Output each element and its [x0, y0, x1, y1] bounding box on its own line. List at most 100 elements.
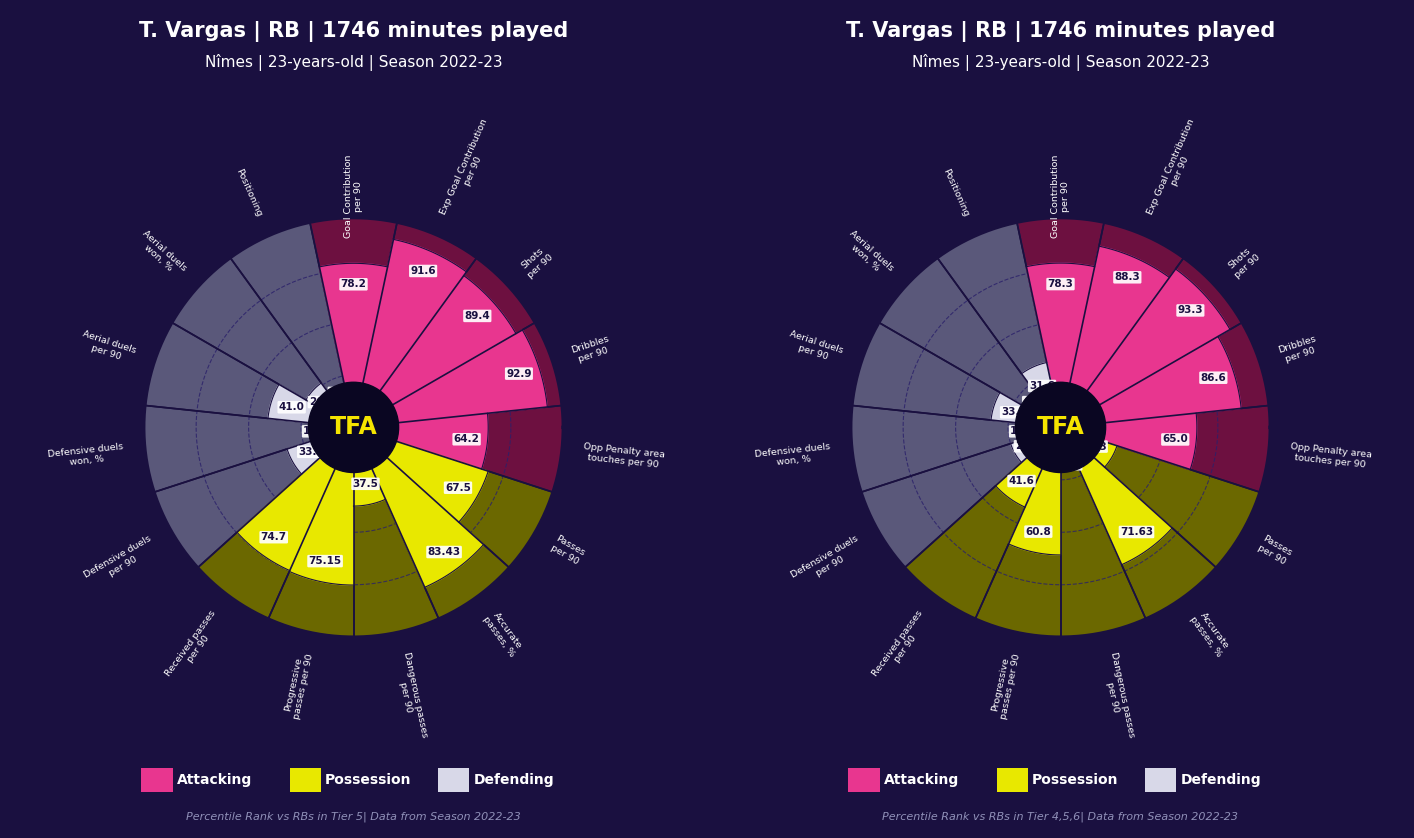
Polygon shape: [349, 420, 354, 427]
Text: TFA: TFA: [329, 416, 378, 439]
Text: 20.0: 20.0: [1055, 459, 1082, 469]
Polygon shape: [995, 427, 1060, 507]
Text: Dribbles
per 90: Dribbles per 90: [570, 334, 614, 365]
Text: 88.3: 88.3: [1114, 272, 1140, 282]
Text: Possession: Possession: [1032, 773, 1118, 787]
Polygon shape: [144, 323, 354, 427]
Polygon shape: [1060, 222, 1184, 427]
Text: 41.0: 41.0: [279, 402, 304, 412]
Text: 60.8: 60.8: [1025, 526, 1051, 536]
Polygon shape: [937, 222, 1060, 427]
Polygon shape: [1060, 413, 1196, 469]
Polygon shape: [976, 427, 1060, 637]
Text: Attacking: Attacking: [177, 773, 252, 787]
Text: 41.6: 41.6: [1008, 476, 1035, 486]
Polygon shape: [1060, 337, 1241, 427]
Text: Aerial duels
won, %: Aerial duels won, %: [134, 228, 188, 280]
Polygon shape: [1060, 269, 1230, 427]
Text: 71.63: 71.63: [1120, 527, 1152, 537]
Polygon shape: [269, 427, 354, 637]
Polygon shape: [1039, 425, 1060, 434]
Text: Defending: Defending: [1181, 773, 1261, 787]
Text: Possession: Possession: [325, 773, 411, 787]
Text: 83.43: 83.43: [427, 547, 461, 557]
Text: 10.0: 10.0: [1010, 427, 1036, 437]
Text: 37.5: 37.5: [352, 478, 379, 489]
Text: Goal Contribution
per 90: Goal Contribution per 90: [1051, 155, 1070, 238]
Text: 33.3: 33.3: [298, 447, 324, 457]
Text: Aerial duels
per 90: Aerial duels per 90: [78, 329, 137, 365]
Polygon shape: [354, 240, 467, 427]
Text: Attacking: Attacking: [884, 773, 959, 787]
Text: T. Vargas | RB | 1746 minutes played: T. Vargas | RB | 1746 minutes played: [139, 21, 568, 42]
Circle shape: [1015, 382, 1106, 473]
Text: Opp Penalty area
touches per 90: Opp Penalty area touches per 90: [1290, 442, 1373, 470]
Text: Dangerous passes
per 90: Dangerous passes per 90: [392, 651, 428, 741]
Polygon shape: [905, 427, 1060, 619]
Polygon shape: [1011, 427, 1060, 463]
Polygon shape: [198, 427, 354, 619]
Polygon shape: [238, 427, 354, 571]
Text: Passes
per 90: Passes per 90: [549, 535, 585, 567]
Text: Progressive
passes per 90: Progressive passes per 90: [283, 651, 315, 721]
Polygon shape: [171, 257, 354, 427]
Text: 25.0: 25.0: [1015, 442, 1041, 452]
Polygon shape: [1049, 416, 1060, 427]
Polygon shape: [324, 424, 354, 437]
Polygon shape: [1060, 257, 1243, 427]
Polygon shape: [851, 406, 1060, 492]
Polygon shape: [1027, 263, 1094, 427]
Polygon shape: [1021, 363, 1060, 427]
Text: 86.6: 86.6: [1200, 373, 1226, 383]
Text: Defensive duels
per 90: Defensive duels per 90: [790, 535, 865, 589]
Text: Shots
per 90: Shots per 90: [519, 245, 554, 280]
Polygon shape: [851, 323, 1060, 427]
Text: 78.3: 78.3: [1048, 279, 1073, 289]
Text: 6.6: 6.6: [1024, 397, 1042, 407]
Text: Passes
per 90: Passes per 90: [1256, 535, 1292, 567]
Polygon shape: [354, 427, 386, 506]
Polygon shape: [230, 222, 354, 427]
Polygon shape: [1060, 427, 1145, 637]
Polygon shape: [354, 323, 563, 427]
Text: Dangerous passes
per 90: Dangerous passes per 90: [1099, 651, 1135, 741]
Text: 74.7: 74.7: [260, 532, 287, 542]
Polygon shape: [991, 392, 1060, 427]
Polygon shape: [354, 330, 547, 427]
Polygon shape: [1060, 323, 1270, 427]
Polygon shape: [290, 427, 354, 585]
Polygon shape: [1060, 427, 1172, 565]
Polygon shape: [354, 427, 553, 568]
Polygon shape: [144, 406, 354, 492]
Polygon shape: [354, 427, 484, 587]
Text: Aerial duels
per 90: Aerial duels per 90: [785, 329, 844, 365]
Text: Dribbles
per 90: Dribbles per 90: [1277, 334, 1321, 365]
Text: Exp Goal Contribution
per 90: Exp Goal Contribution per 90: [438, 117, 499, 220]
Text: 89.4: 89.4: [464, 311, 491, 321]
Polygon shape: [354, 257, 536, 427]
Polygon shape: [1008, 427, 1060, 555]
Text: Received passes
per 90: Received passes per 90: [164, 608, 226, 684]
Polygon shape: [354, 222, 477, 427]
Text: Defensive duels
won, %: Defensive duels won, %: [754, 442, 831, 469]
Polygon shape: [861, 427, 1060, 568]
Text: T. Vargas | RB | 1746 minutes played: T. Vargas | RB | 1746 minutes played: [846, 21, 1275, 42]
Text: Defending: Defending: [474, 773, 554, 787]
Text: 93.3: 93.3: [1178, 305, 1203, 315]
Text: Goal Contribution
per 90: Goal Contribution per 90: [344, 155, 363, 238]
Polygon shape: [267, 385, 354, 427]
Polygon shape: [354, 276, 516, 427]
Text: 75.15: 75.15: [308, 556, 342, 566]
Polygon shape: [1060, 246, 1169, 427]
Text: TFA: TFA: [1036, 416, 1085, 439]
Polygon shape: [1017, 218, 1104, 427]
Polygon shape: [154, 427, 354, 568]
Polygon shape: [1060, 427, 1077, 469]
Text: 33.3: 33.3: [1001, 407, 1027, 417]
Polygon shape: [287, 427, 354, 474]
Text: Percentile Rank vs RBs in Tier 5| Data from Season 2022-23: Percentile Rank vs RBs in Tier 5| Data f…: [187, 812, 520, 822]
Text: Percentile Rank vs RBs in Tier 4,5,6| Data from Season 2022-23: Percentile Rank vs RBs in Tier 4,5,6| Da…: [882, 812, 1239, 822]
Polygon shape: [320, 263, 387, 427]
Text: Defensive duels
per 90: Defensive duels per 90: [83, 535, 158, 589]
Polygon shape: [305, 383, 354, 427]
